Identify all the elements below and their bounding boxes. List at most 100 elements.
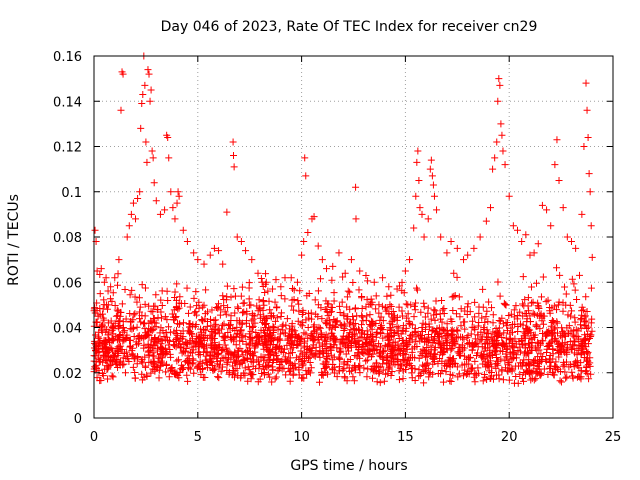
data-point-background	[312, 310, 320, 318]
data-point-background	[553, 347, 561, 355]
data-point-background	[484, 330, 492, 338]
data-point-background	[202, 286, 210, 294]
data-point-background	[114, 322, 122, 330]
data-point-background	[573, 357, 581, 365]
data-point-background	[192, 308, 200, 316]
data-point-background	[264, 370, 272, 378]
data-point-background	[262, 319, 270, 327]
data-point-background	[502, 353, 510, 361]
data-point-background	[520, 377, 528, 385]
data-point-background	[296, 339, 304, 347]
data-point-background	[390, 346, 398, 354]
data-point-background	[364, 330, 372, 338]
data-point-background	[376, 316, 384, 324]
data-point-background	[303, 349, 311, 357]
data-point	[254, 269, 262, 277]
data-point-background	[567, 312, 575, 320]
data-point-background	[291, 327, 299, 335]
data-point-background	[492, 350, 500, 358]
data-point-background	[275, 335, 283, 343]
data-point-background	[373, 378, 381, 386]
data-point-background	[578, 307, 586, 315]
data-point-background	[499, 376, 507, 384]
data-point-background	[286, 334, 294, 342]
data-point	[426, 165, 434, 173]
data-point-background	[435, 332, 443, 340]
data-point-background	[117, 308, 125, 316]
data-point-background	[102, 345, 110, 353]
data-point-background	[129, 363, 137, 371]
data-point-background	[280, 345, 288, 353]
data-point-background	[425, 323, 433, 331]
data-point-background	[188, 343, 196, 351]
data-point-background	[290, 295, 298, 303]
data-point-background	[313, 325, 321, 333]
data-point-background	[103, 365, 111, 373]
data-point-background	[430, 306, 438, 314]
data-point-background	[499, 348, 507, 356]
data-point-background	[532, 321, 540, 329]
data-point	[115, 256, 123, 264]
data-point-background	[446, 370, 454, 378]
data-point-background	[398, 307, 406, 315]
data-point-background	[471, 335, 479, 343]
data-point-background	[278, 322, 286, 330]
data-point-background	[412, 333, 420, 341]
data-point-background	[499, 339, 507, 347]
data-point-background	[197, 336, 205, 344]
data-point	[522, 231, 530, 239]
data-point-background	[121, 349, 129, 357]
data-point-background	[285, 350, 293, 358]
data-point-background	[299, 362, 307, 370]
data-point-background	[154, 354, 162, 362]
data-point-background	[343, 303, 351, 311]
data-point-background	[492, 324, 500, 332]
data-point-background	[448, 293, 456, 301]
data-point-background	[550, 302, 558, 310]
data-point-background	[400, 346, 408, 354]
data-point	[509, 222, 517, 230]
data-point-background	[535, 303, 543, 311]
data-point-background	[466, 308, 474, 316]
data-point-background	[203, 334, 211, 342]
data-point	[352, 183, 360, 191]
data-point	[100, 278, 108, 286]
data-point-background	[260, 369, 268, 377]
data-point-background	[97, 377, 105, 385]
data-point	[179, 226, 187, 234]
y-tick-label: 0.16	[53, 50, 82, 65]
data-point-background	[319, 370, 327, 378]
data-point-background	[387, 303, 395, 311]
data-point-background	[451, 291, 459, 299]
data-point-background	[328, 276, 336, 284]
data-point-background	[100, 296, 108, 304]
data-point-background	[295, 366, 303, 374]
data-point	[460, 256, 468, 264]
data-point-background	[215, 363, 223, 371]
data-point-background	[542, 332, 550, 340]
data-point-background	[161, 349, 169, 357]
data-point	[314, 242, 322, 250]
data-point	[237, 238, 245, 246]
data-point	[584, 133, 592, 141]
data-point-background	[243, 355, 251, 363]
data-point-background	[582, 293, 590, 301]
data-point-background	[163, 333, 171, 341]
data-point-background	[537, 293, 545, 301]
data-point-background	[524, 294, 532, 302]
data-point-background	[411, 306, 419, 314]
data-point-background	[573, 373, 581, 381]
data-point-background	[241, 333, 249, 341]
data-point-background	[338, 298, 346, 306]
data-point	[248, 256, 256, 264]
data-point-background	[537, 310, 545, 318]
data-point-background	[516, 343, 524, 351]
data-point-background	[481, 373, 489, 381]
data-point	[362, 271, 370, 279]
data-point-background	[136, 335, 144, 343]
data-point-background	[244, 347, 252, 355]
data-point-background	[147, 369, 155, 377]
data-point-background	[394, 355, 402, 363]
data-point	[498, 131, 506, 139]
data-point-background	[288, 349, 296, 357]
